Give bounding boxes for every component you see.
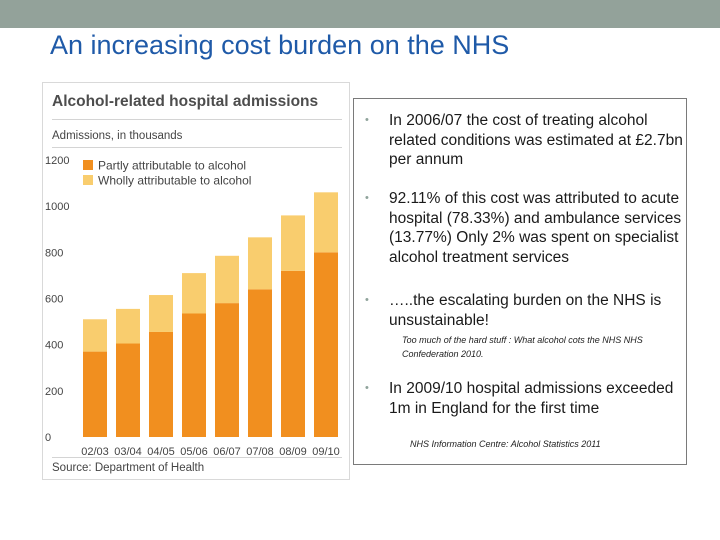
bullet-dot-icon: • (365, 114, 369, 126)
x-tick-label: 07/08 (246, 446, 274, 458)
y-tick-label: 400 (45, 340, 63, 352)
y-tick-label: 600 (45, 294, 63, 306)
bullet-item: • …..the escalating burden on the NHS is… (365, 291, 685, 330)
bar-wholly (116, 308, 140, 344)
bullet-item: • In 2009/10 hospital admissions exceede… (365, 379, 685, 418)
x-tick-label: 09/10 (312, 446, 340, 458)
text-panel (353, 98, 687, 465)
bar-partly (116, 343, 140, 437)
bullet-text: …..the escalating burden on the NHS is u… (389, 292, 662, 329)
bullet-dot-icon: • (365, 294, 369, 306)
bar-wholly (281, 215, 305, 271)
chart-units-label: Admissions, in thousands (52, 130, 183, 142)
bullet-text: In 2009/10 hospital admissions exceeded … (389, 380, 674, 417)
bullet-dot-icon: • (365, 382, 369, 394)
bar-wholly (314, 192, 338, 253)
bar-wholly (149, 295, 173, 332)
x-tick-label: 04/05 (147, 446, 175, 458)
y-tick-label: 200 (45, 386, 63, 398)
y-tick-label: 1000 (45, 201, 69, 213)
legend-label: Partly attributable to alcohol (98, 159, 246, 173)
bullet-text: In 2006/07 the cost of treating alcohol … (389, 112, 683, 168)
legend-swatch (83, 160, 93, 170)
bar-partly (149, 331, 173, 437)
y-tick-label: 800 (45, 247, 63, 259)
bar-wholly (182, 273, 206, 314)
bar-partly (215, 303, 239, 437)
bar-wholly (215, 255, 239, 304)
chart-title-divider (52, 119, 342, 120)
y-tick-label: 1200 (45, 155, 69, 167)
bullet-text: 92.11% of this cost was attributed to ac… (389, 190, 682, 266)
slide-title: An increasing cost burden on the NHS (50, 30, 510, 60)
bar-wholly (248, 237, 272, 290)
bar-partly (314, 252, 338, 437)
x-tick-label: 08/09 (279, 446, 307, 458)
reference-note: Too much of the hard stuff : What alcoho… (402, 335, 643, 359)
bullet-dot-icon: • (365, 192, 369, 204)
bar-partly (83, 351, 107, 437)
chart-source: Source: Department of Health (52, 462, 205, 474)
chart-units-divider (52, 147, 342, 148)
bullet-item: • In 2006/07 the cost of treating alcoho… (365, 111, 685, 170)
legend-swatch (83, 175, 93, 185)
x-tick-label: 06/07 (213, 446, 241, 458)
admissions-chart: 0 200 400 600 800 1000 1200 02/03 03/04 04/05 05/0… (45, 155, 340, 458)
bar-wholly (83, 319, 107, 352)
chart-title: Alcohol-related hospital admissions (52, 93, 319, 110)
x-tick-label: 05/06 (180, 446, 208, 458)
x-tick-label: 03/04 (114, 446, 142, 458)
x-tick-label: 02/03 (81, 446, 109, 458)
slide-header-bar (0, 0, 720, 28)
bar-partly (182, 313, 206, 437)
bullet-item: • 92.11% of this cost was attributed to … (365, 189, 685, 267)
legend-label: Wholly attributable to alcohol (98, 174, 251, 188)
chart-source-divider (52, 457, 342, 458)
y-tick-label: 0 (45, 432, 51, 444)
bar-partly (248, 289, 272, 437)
reference-note: NHS Information Centre: Alcohol Statisti… (410, 439, 601, 449)
bar-partly (281, 270, 305, 437)
